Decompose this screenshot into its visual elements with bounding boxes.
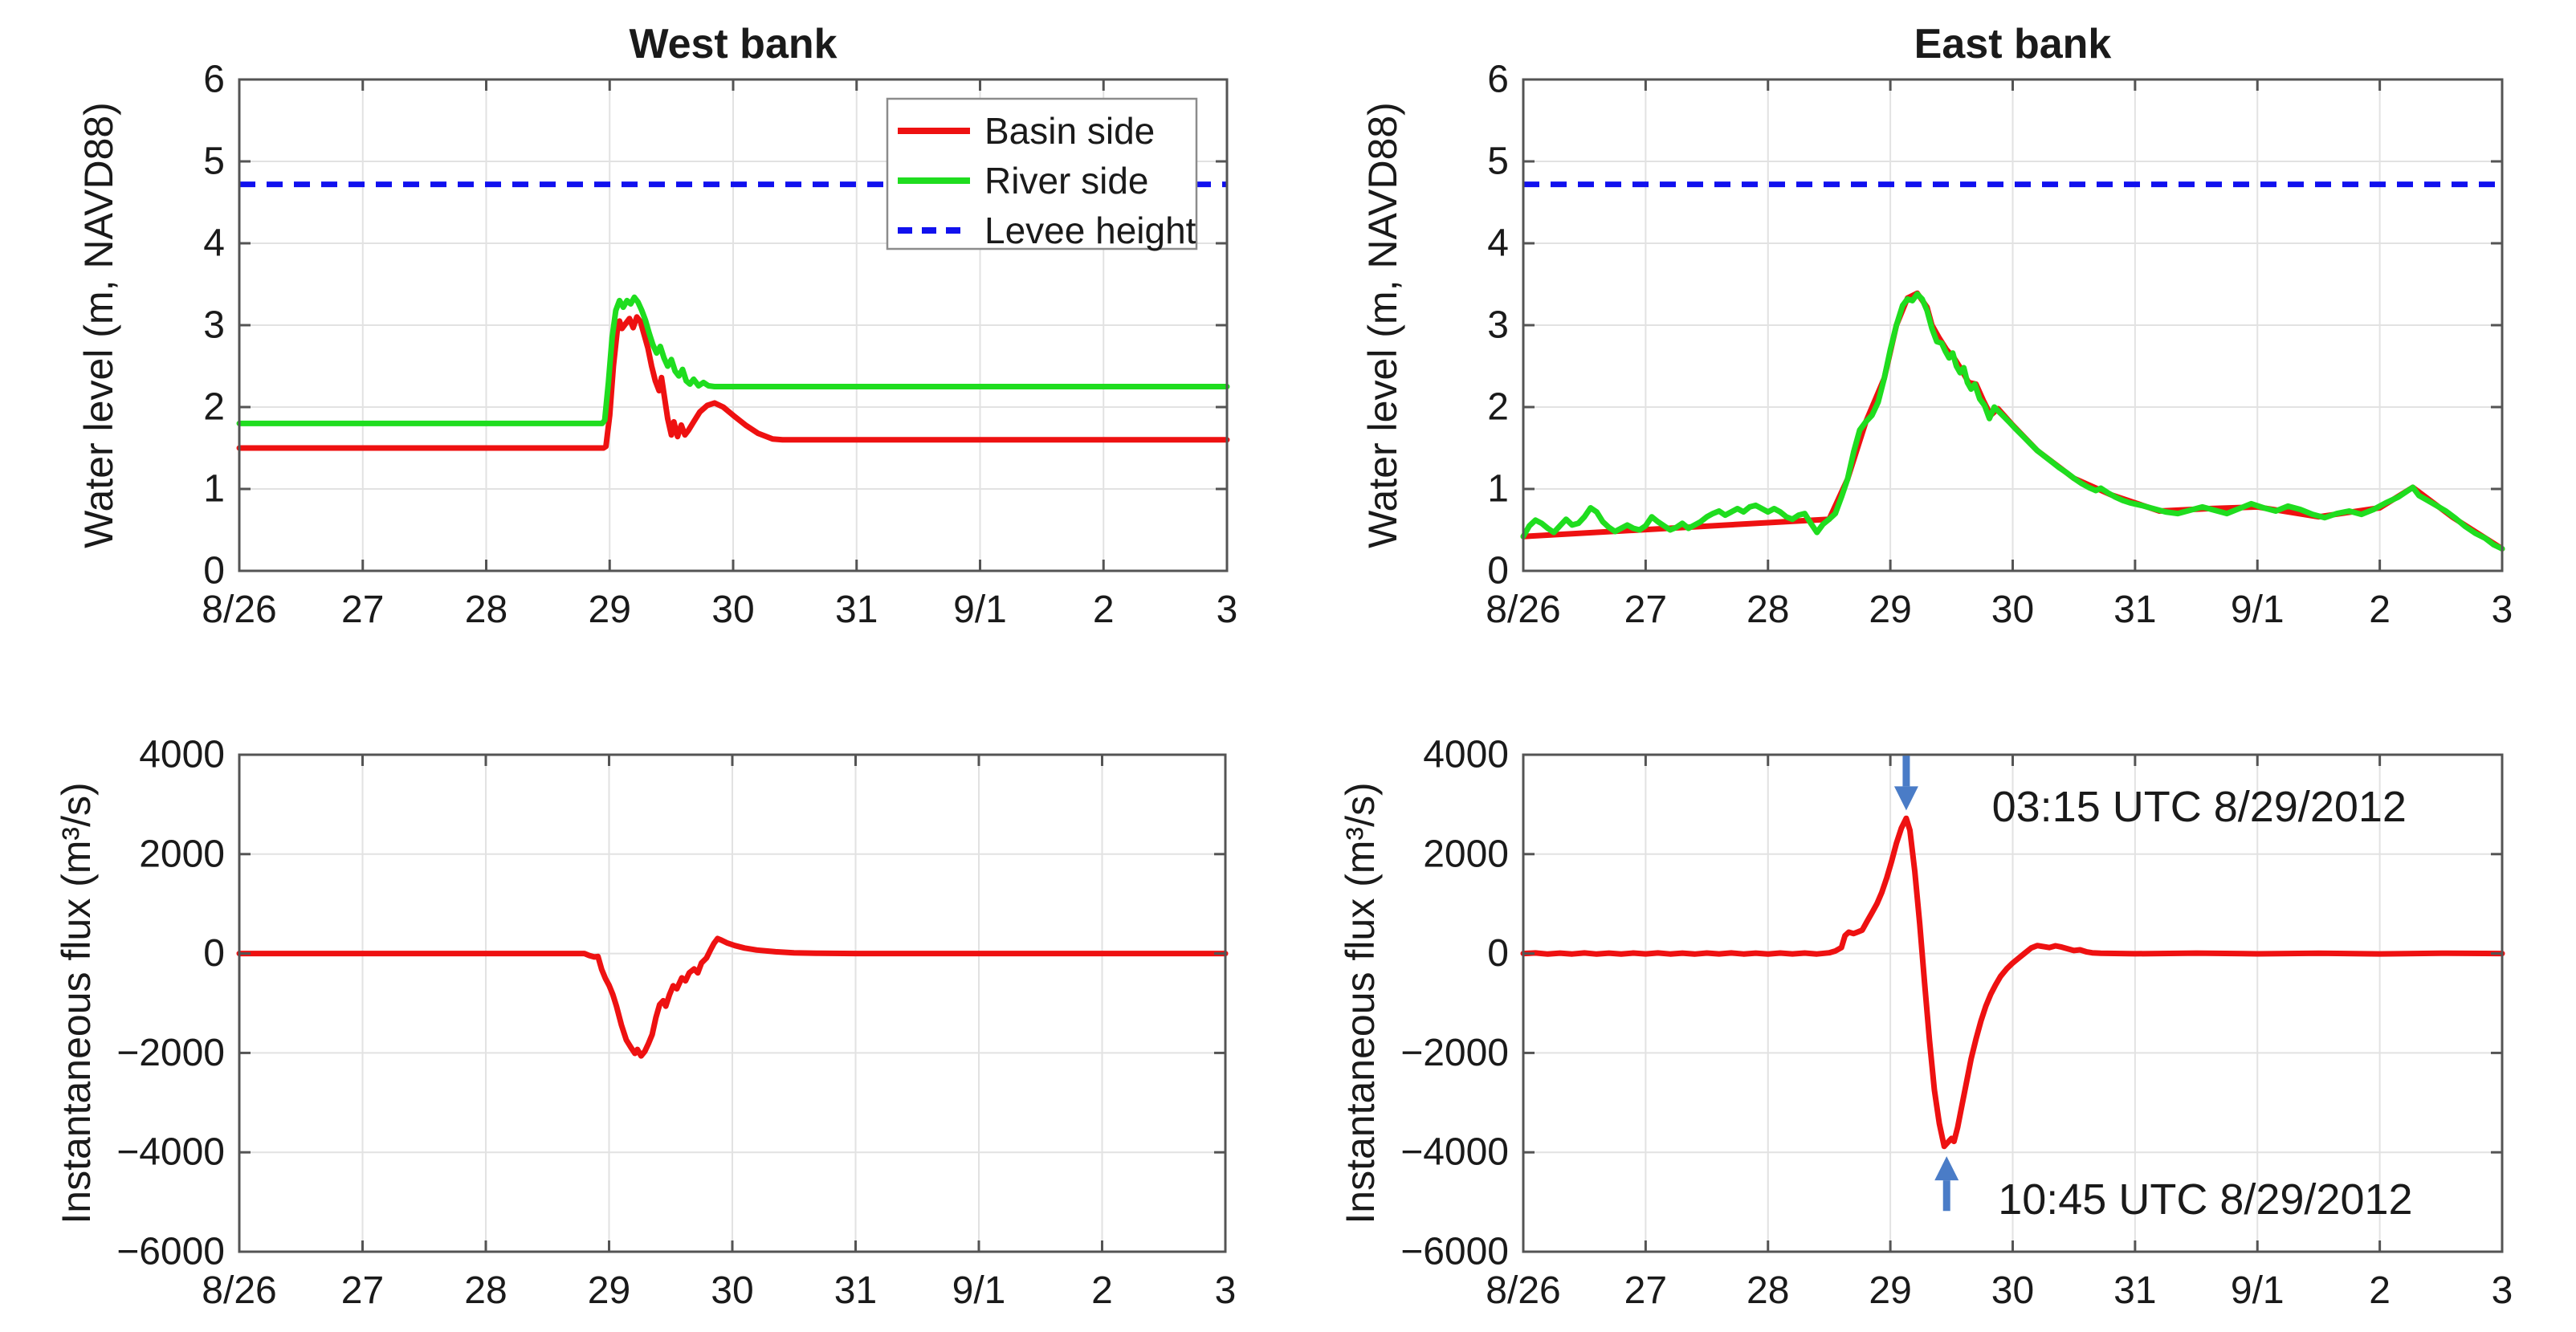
west-water-level-ytick-label: 0 [203, 550, 225, 593]
east-water-level-xtick-label: 9/1 [2231, 589, 2285, 631]
west-water-level-xtick-label: 28 [465, 589, 507, 631]
west-flux-xtick-label: 31 [834, 1269, 877, 1312]
west-water-level-ytick-label: 6 [203, 59, 225, 101]
west-flux-ytick-label: −2000 [116, 1032, 225, 1074]
west-water-level-ylabel: Water level (m, NAVD88) [76, 102, 121, 548]
east-water-level-ytick-label: 0 [1487, 550, 1509, 593]
east-water-level-ytick-label: 2 [1487, 386, 1509, 429]
west-flux-svg: 8/26 27 28 29 30 31 9/1 2 3 4000 2000 0 −2000 −4000 −6… [54, 734, 1237, 1313]
east-flux-ytick-label: 0 [1487, 932, 1509, 975]
west-water-level-series-basin-side [236, 314, 1230, 451]
east-water-level-ytick-label: 1 [1487, 468, 1509, 511]
west-flux-series-flux [236, 935, 1229, 1059]
west-flux-xtick-label: 9/1 [952, 1269, 1006, 1312]
west-flux-ytick-label: −6000 [116, 1231, 225, 1273]
west-flux-xtick-label: 3 [1215, 1269, 1237, 1312]
east-water-level-ytick-label: 6 [1487, 59, 1509, 101]
east-water-level-xtick-label: 3 [2492, 589, 2513, 631]
east-water-level-xtick-label: 30 [1991, 589, 2034, 631]
east-flux-ytick-label: −2000 [1400, 1032, 1509, 1074]
east-water-level-xtick-label: 31 [2113, 589, 2156, 631]
west-flux-xtick-label: 2 [1091, 1269, 1113, 1312]
west-flux-ytick-label: −4000 [116, 1131, 225, 1174]
east-flux-xtick-label: 30 [1991, 1269, 2034, 1312]
chart-west-flux: 8/26 27 28 29 30 31 9/1 2 3 4000 2000 0 −2000 −4000 −6… [0, 666, 1288, 1332]
west-water-level-xtick-label: 27 [341, 589, 384, 631]
east-flux-xtick-label: 27 [1624, 1269, 1667, 1312]
west-flux-ytick-label: 2000 [139, 833, 225, 875]
east-water-level-series-river-side [1520, 291, 2505, 552]
west-flux-xtick-label: 28 [464, 1269, 507, 1312]
east-flux-ytick-label: 4000 [1423, 734, 1509, 776]
east-flux-xtick-label: 3 [2492, 1269, 2513, 1312]
west-water-level-title: West bank [629, 21, 837, 67]
east-flux-xtick-label: 8/26 [1486, 1269, 1560, 1312]
east-flux-annotation-label: 03:15 UTC 8/29/2012 [1992, 783, 2407, 831]
west-water-level-ytick-label: 3 [203, 304, 225, 347]
east-flux-annotation-arrow-head [1934, 1156, 1959, 1181]
east-water-level-xtick-label: 27 [1624, 589, 1667, 631]
chart-west-water-level: 8/26 27 28 29 30 31 9/1 2 3 0 1 2 3 4 5 6 Water level (m… [0, 0, 1288, 670]
west-water-level-legend-box [886, 97, 1198, 251]
west-water-level-xtick-label: 8/26 [202, 589, 276, 631]
east-water-level-xtick-label: 2 [2369, 589, 2391, 631]
west-water-level-ytick-label: 2 [203, 386, 225, 429]
east-water-level-ytick-label: 5 [1487, 141, 1509, 183]
east-water-level-ytick-label: 4 [1487, 222, 1509, 265]
west-water-level-series-river-side [236, 294, 1230, 426]
east-flux-xtick-label: 28 [1747, 1269, 1789, 1312]
east-flux-ytick-label: −4000 [1400, 1131, 1509, 1174]
west-flux-ytick-label: 0 [203, 932, 225, 975]
east-water-level-title: East bank [1914, 21, 2112, 67]
west-water-level-ytick-label: 4 [203, 222, 225, 265]
west-flux-xtick-label: 30 [711, 1269, 753, 1312]
west-water-level-legend-label-basin-side: Basin side [984, 110, 1155, 152]
west-water-level-xtick-label: 30 [711, 589, 754, 631]
east-flux-xtick-label: 31 [2113, 1269, 2156, 1312]
west-water-level-xtick-label: 2 [1093, 589, 1115, 631]
west-water-level-xtick-label: 31 [835, 589, 878, 631]
east-flux-ylabel: Instantaneous flux (m³/s) [1338, 782, 1383, 1224]
west-water-level-ytick-label: 5 [203, 141, 225, 183]
west-flux-xtick-label: 29 [588, 1269, 630, 1312]
east-flux-xtick-label: 2 [2369, 1269, 2391, 1312]
east-flux-ytick-label: −6000 [1400, 1231, 1509, 1273]
chart-east-water-level: 8/26 27 28 29 30 31 9/1 2 3 0 1 2 3 4 5 6 Water level (m… [1288, 0, 2576, 670]
east-flux-annotation-label: 10:45 UTC 8/29/2012 [1998, 1175, 2412, 1224]
east-flux-svg: 8/26 27 28 29 30 31 9/1 2 3 4000 2000 0 −2000 −4000 −6… [1338, 734, 2513, 1313]
east-flux-xtick-label: 29 [1869, 1269, 1911, 1312]
west-water-level-ytick-label: 1 [203, 468, 225, 511]
east-water-level-ylabel: Water level (m, NAVD88) [1360, 102, 1405, 548]
west-water-level-xtick-label: 9/1 [953, 589, 1007, 631]
east-water-level-xtick-label: 8/26 [1486, 589, 1560, 631]
east-water-level-xtick-label: 28 [1747, 589, 1789, 631]
chart-east-flux: 8/26 27 28 29 30 31 9/1 2 3 4000 2000 0 −2000 −4000 −6… [1288, 666, 2576, 1332]
east-flux-xtick-label: 9/1 [2231, 1269, 2285, 1312]
east-flux-ytick-label: 2000 [1423, 833, 1509, 875]
east-water-level-xtick-label: 29 [1869, 589, 1911, 631]
west-flux-xtick-label: 8/26 [202, 1269, 276, 1312]
west-flux-xtick-label: 27 [341, 1269, 384, 1312]
west-water-level-xtick-label: 3 [1217, 589, 1238, 631]
east-flux-annotation-arrow-head [1893, 786, 1918, 811]
east-flux-series-flux [1520, 815, 2505, 1150]
west-flux-ytick-label: 4000 [139, 734, 225, 776]
west-flux-ylabel: Instantaneous flux (m³/s) [54, 782, 99, 1224]
west-water-level-legend-label-river-side: River side [984, 160, 1149, 202]
east-water-level-ytick-label: 3 [1487, 304, 1509, 347]
west-water-level-legend-label-levee-height: Levee height [984, 210, 1196, 251]
west-water-level-xtick-label: 29 [589, 589, 631, 631]
